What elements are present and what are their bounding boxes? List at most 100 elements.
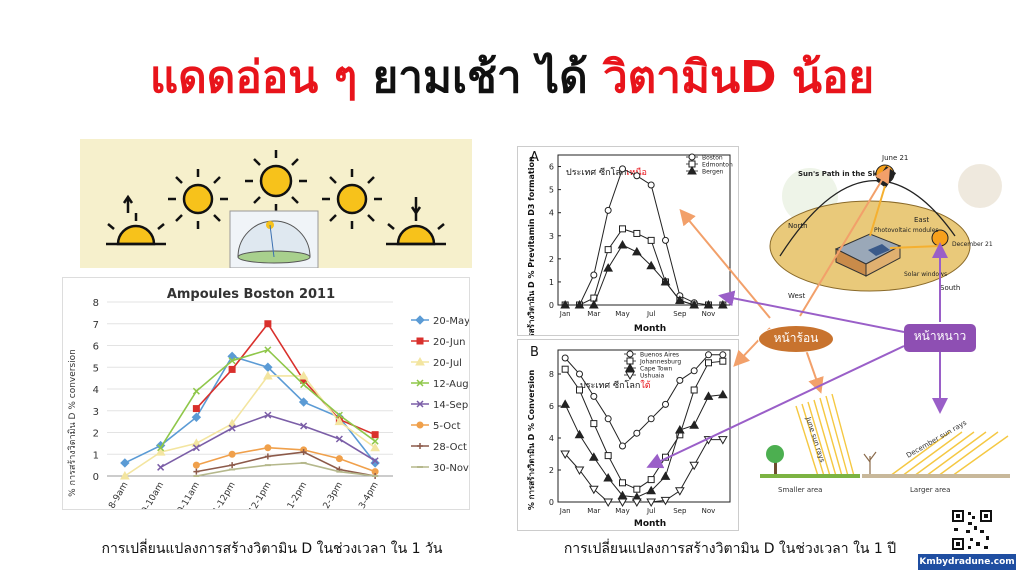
panel-y-tick: 5 (549, 186, 554, 195)
panel-y-tick: 3 (549, 232, 554, 241)
daily-legend-marker (416, 400, 424, 408)
panel-data-point (633, 485, 641, 493)
panel-data-point (604, 206, 612, 214)
panel-y-tick: 6 (549, 163, 554, 172)
daily-legend-marker (416, 337, 424, 345)
panel-data-point (647, 181, 655, 189)
panel-y-tick: 6 (549, 402, 554, 411)
daily-data-point (157, 463, 165, 471)
panel-y-tick: 0 (549, 301, 554, 310)
daily-data-point (192, 444, 200, 452)
panel-data-point (560, 450, 571, 460)
panel-data-point (676, 376, 684, 384)
panel-x-tick: Jan (559, 310, 571, 318)
panel-data-point (617, 498, 628, 508)
panel-y-tick: 0 (549, 498, 554, 507)
panel-legend-label: Boston (702, 155, 723, 162)
sun-path-heading: Sun's Path in the Sky (798, 170, 882, 178)
daily-data-point (192, 387, 200, 395)
larger-area-label: Larger area (910, 486, 950, 494)
daily-data-point (228, 424, 236, 432)
site-badge[interactable]: Kmbydradune.com (918, 554, 1016, 570)
right-caption: การเปลี่ยนแปลงการสร้างวิตามิน D ในช่วงเว… (563, 541, 897, 557)
panel-x-tick: Jul (646, 310, 656, 318)
daily-series-line (196, 446, 376, 473)
panel-data-point (660, 496, 671, 506)
panel-data-point (717, 436, 728, 445)
panel-b-xlabel: Month (634, 519, 666, 529)
northern-hemisphere-chart: A ประเทศ ซีกโลกเหนือ % การสร้างวิตามิน D… (517, 146, 739, 358)
daily-data-point (264, 444, 272, 452)
title-red-2: วิตามินD น้อย (602, 52, 875, 103)
daily-data-point (298, 397, 309, 407)
daily-data-point (370, 458, 380, 468)
panel-data-point (574, 299, 585, 309)
daily-data-point (300, 449, 307, 456)
panel-data-point (662, 236, 669, 244)
hemisphere-diagram (229, 210, 319, 269)
daily-legend-label: 30-Nov (433, 463, 469, 474)
panel-x-tick: Nov (702, 310, 716, 318)
panel-a-svg: A ประเทศ ซีกโลกเหนือ % การสร้างวิตามิน D… (526, 150, 733, 358)
panel-data-point (633, 229, 641, 237)
panel-data-point (590, 271, 598, 279)
panel-data-point (590, 420, 598, 428)
daily-data-point (157, 444, 165, 452)
panel-legend-marker (687, 165, 697, 175)
daily-chart-svg: Ampoules Boston 2011 % การสร้างวิตามิน D… (67, 287, 470, 521)
panel-legend-label: Buenos Aires (640, 352, 679, 359)
panel-data-point (576, 386, 583, 394)
panel-y-tick: 4 (549, 434, 554, 443)
label-east: East (914, 216, 929, 224)
panel-data-point (574, 429, 585, 439)
label-solar-windows: Solar windows (904, 271, 947, 278)
panel-y-tick: 1 (549, 278, 554, 287)
green-tree-icon (766, 445, 784, 474)
daily-data-point (334, 416, 345, 426)
panel-data-point (560, 299, 571, 309)
panel-data-point (690, 386, 698, 394)
setting-sun-icon (386, 197, 446, 246)
label-west: West (788, 292, 805, 300)
daily-x-tick: 8-9am (107, 481, 130, 510)
daily-data-point (263, 370, 273, 380)
daily-data-point (335, 411, 343, 419)
panel-y-tick: 2 (549, 255, 554, 264)
sun-icon-noon (245, 150, 307, 212)
daily-data-point (155, 447, 166, 456)
daily-y-tick: 8 (93, 298, 99, 309)
panel-data-point (560, 399, 571, 408)
panel-a-letter: A (530, 150, 539, 165)
panel-data-point (604, 452, 612, 460)
panel-legend-marker (688, 153, 696, 161)
daily-data-point (335, 455, 343, 463)
daily-vitamin-d-chart: Ampoules Boston 2011 % การสร้างวิตามิน D… (62, 277, 470, 521)
daily-y-tick: 4 (93, 385, 99, 396)
daily-legend-label: 14-Sep (433, 400, 468, 411)
daily-data-point (264, 320, 272, 328)
daily-data-point (300, 422, 308, 430)
title-red-1: แดดอ่อน ๆ (149, 52, 358, 103)
panel-x-tick: Mar (587, 507, 600, 515)
panel-data-point (588, 452, 599, 461)
panel-data-point (619, 225, 626, 233)
panel-legend-marker (625, 371, 635, 381)
panel-data-point (590, 392, 598, 400)
daily-y-tick: 6 (93, 342, 99, 353)
panel-data-point (604, 415, 612, 423)
panel-data-point (631, 246, 642, 256)
panel-data-point (588, 485, 599, 495)
label-june21: June 21 (881, 154, 908, 162)
panel-data-point (647, 476, 655, 484)
label-north: North (788, 222, 808, 230)
panel-y-tick: 2 (549, 466, 554, 475)
panel-data-point (662, 453, 669, 461)
daily-legend-marker (415, 356, 425, 366)
panel-data-point (588, 299, 599, 309)
daily-series-line (196, 451, 376, 477)
daily-legend-label: 28-Oct (433, 442, 467, 453)
panel-legend-label: Johannesburg (639, 359, 681, 366)
panel-data-point (633, 429, 641, 437)
daily-x-tick: 10-11am (173, 481, 202, 510)
label-december21: December 21 (952, 241, 993, 248)
